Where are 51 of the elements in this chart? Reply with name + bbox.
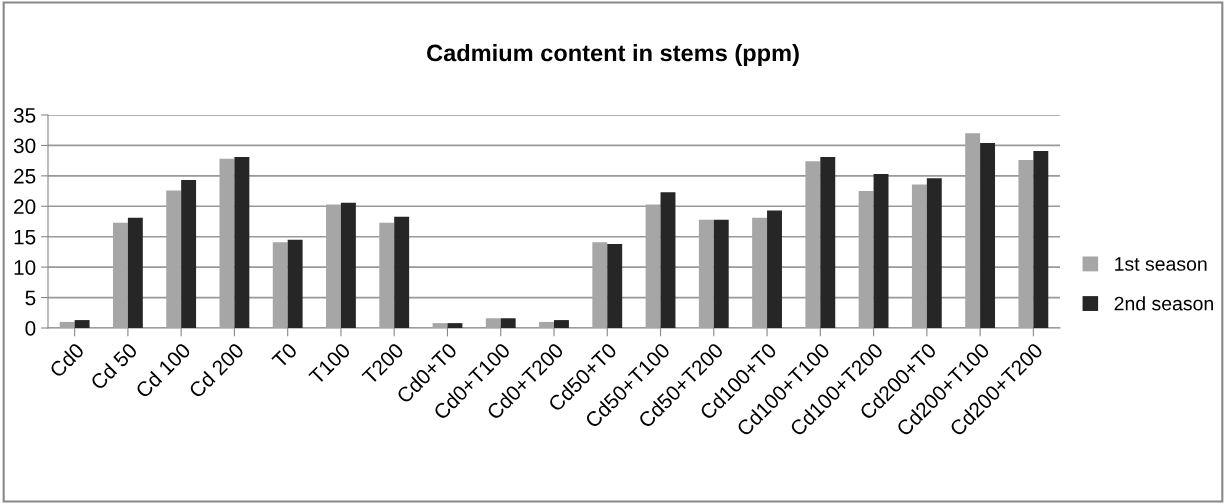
bar (326, 204, 341, 328)
bar (59, 321, 75, 328)
bar (713, 219, 729, 328)
bar (500, 318, 516, 328)
y-tick-label: 5 (25, 290, 36, 306)
bar (485, 318, 501, 328)
y-tick-label: 25 (14, 168, 36, 184)
y-tick-label: 30 (13, 138, 36, 154)
bar (965, 133, 981, 328)
y-tick-label: 20 (14, 199, 36, 215)
bar (432, 323, 448, 328)
bar (181, 180, 197, 328)
legend-label: 2nd season (1114, 296, 1213, 311)
bar (219, 158, 235, 328)
bar (911, 184, 927, 328)
bar (752, 217, 768, 328)
y-tick-label: 10 (14, 260, 36, 275)
y-tick-label: 0 (25, 321, 36, 336)
bar (660, 192, 676, 328)
bar (287, 239, 303, 328)
bar (127, 217, 143, 328)
legend-label: 1st season (1115, 257, 1207, 271)
bar (379, 222, 395, 328)
bar (820, 156, 836, 328)
bar (1018, 160, 1034, 328)
bar (873, 174, 889, 328)
chart-title: Cadmium content in stems (ppm) (427, 44, 799, 66)
bar (554, 320, 569, 328)
y-tick-label: 35 (13, 108, 36, 123)
bar (858, 191, 874, 328)
bar (112, 222, 128, 328)
bar (645, 204, 661, 328)
bar (272, 242, 288, 328)
bar (926, 178, 942, 328)
y-tick-label: 15 (14, 229, 36, 245)
bar (234, 156, 250, 328)
bar (607, 244, 623, 328)
bar (980, 142, 996, 328)
bar (447, 323, 463, 328)
bar (592, 242, 608, 328)
x-tick-label: T0 (271, 342, 298, 369)
bar (539, 321, 554, 328)
bar (698, 219, 714, 328)
bar (805, 161, 821, 328)
bar (166, 190, 182, 328)
bar (394, 216, 410, 328)
bar (767, 210, 782, 328)
bar (1033, 150, 1049, 328)
x-tick-label: Cd0 (48, 341, 85, 379)
bar (340, 202, 356, 328)
bar (74, 320, 90, 328)
